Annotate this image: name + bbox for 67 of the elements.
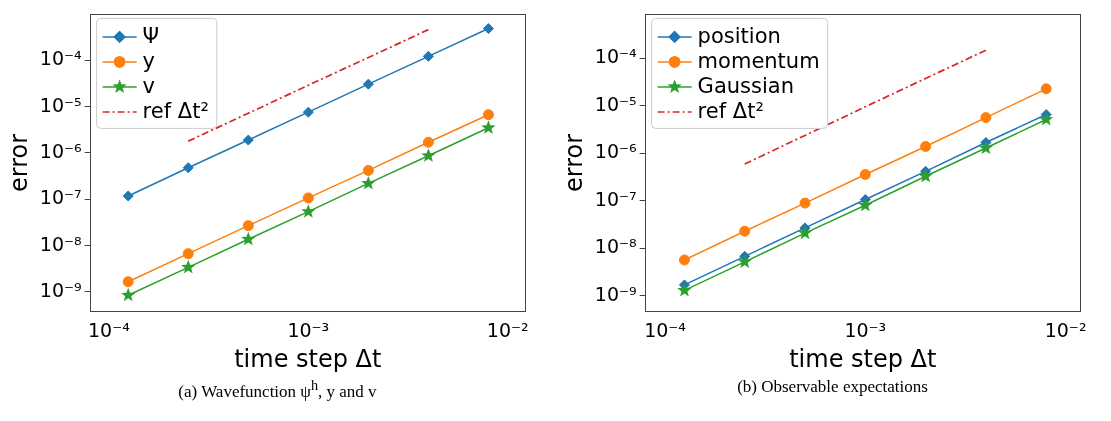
point — [422, 50, 434, 62]
point — [799, 197, 811, 209]
point — [121, 287, 136, 302]
y-tick-label: 10⁻⁵ — [594, 92, 637, 115]
point — [422, 136, 434, 148]
legend-label: Gaussian — [697, 74, 794, 99]
legend-label: momentum — [697, 49, 820, 74]
point — [980, 112, 992, 124]
point — [978, 140, 994, 155]
x-tick-label: 10⁻⁴ — [87, 318, 131, 341]
point — [920, 141, 932, 153]
y-tick-label: 10⁻⁴ — [594, 45, 637, 68]
legend-label: position — [697, 24, 781, 49]
x-tick-label: 10⁻⁴ — [644, 318, 687, 341]
point — [859, 169, 871, 180]
point — [678, 254, 690, 266]
point — [182, 248, 194, 260]
point — [481, 120, 496, 134]
point — [739, 225, 751, 237]
point — [421, 148, 436, 162]
y-tick-label: 10⁻⁸ — [39, 232, 82, 255]
text: (a) Wavefunction ψ$^{h}$, y and v — [177, 377, 378, 402]
point — [362, 164, 374, 176]
y-tick-label: 10⁻⁹ — [39, 278, 82, 301]
point — [242, 134, 254, 146]
point — [858, 197, 873, 212]
y-tick-label: 10⁻⁶ — [594, 140, 637, 163]
legend-label: Ψ — [142, 24, 160, 49]
legend-label: ref Δt² — [697, 99, 764, 124]
text: (b) Observable expectations — [736, 377, 929, 397]
point — [241, 231, 256, 246]
point — [182, 162, 194, 174]
point — [737, 254, 752, 268]
x-tick-label: 10⁻³ — [844, 318, 887, 341]
point — [797, 225, 813, 240]
point — [242, 220, 254, 232]
legend-label: y — [142, 49, 156, 74]
point — [1040, 83, 1052, 95]
x-tick-label: 10⁻² — [486, 318, 529, 341]
point — [361, 175, 376, 190]
y-tick-label: 10⁻⁷ — [39, 186, 82, 209]
point — [482, 109, 494, 121]
point — [181, 259, 196, 274]
point — [301, 204, 316, 218]
legend-label: ref Δt² — [142, 99, 209, 124]
point — [362, 78, 374, 90]
point — [122, 190, 134, 202]
x-axis-title: time step Δt — [234, 344, 382, 373]
point — [482, 23, 494, 35]
point — [677, 282, 692, 297]
y-tick-label: 10⁻⁹ — [594, 282, 637, 305]
y-tick-label: 10⁻⁶ — [39, 139, 82, 162]
point — [302, 106, 314, 118]
point — [918, 168, 933, 183]
legend-label: v — [142, 74, 156, 99]
y-tick-label: 10⁻⁴ — [39, 47, 82, 70]
point — [302, 192, 314, 204]
x-tick-label: 10⁻² — [1044, 318, 1087, 341]
y-tick-label: 10⁻⁵ — [39, 93, 82, 116]
x-tick-label: 10⁻³ — [287, 318, 330, 341]
x-axis-title: time step Δt — [789, 344, 937, 373]
point — [1039, 111, 1054, 126]
y-tick-label: 10⁻⁸ — [594, 235, 637, 258]
point — [122, 276, 134, 288]
y-axis-title: error — [4, 133, 33, 192]
y-tick-label: 10⁻⁷ — [594, 187, 637, 210]
y-axis-title: error — [559, 133, 588, 192]
